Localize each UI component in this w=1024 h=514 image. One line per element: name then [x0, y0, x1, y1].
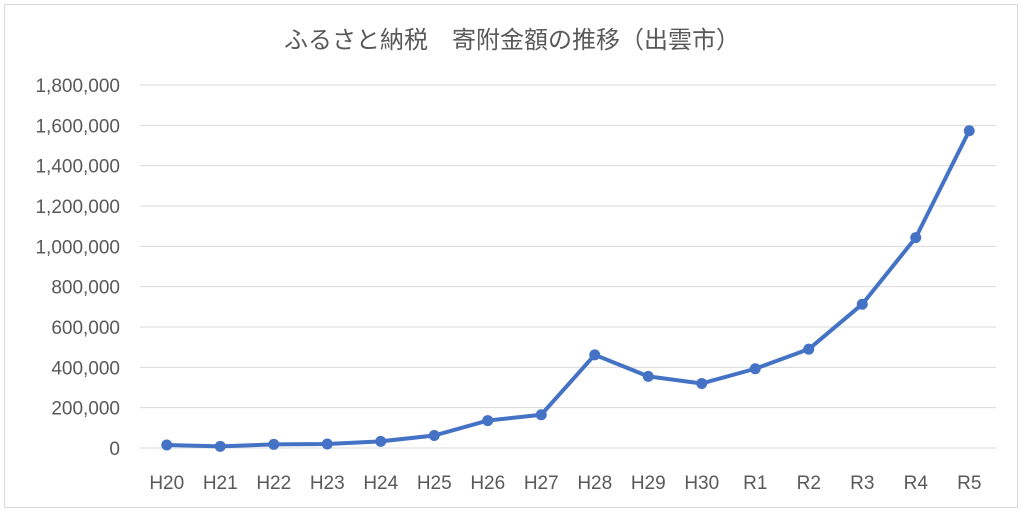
y-tick-label: 1,600,000: [35, 116, 120, 137]
y-tick-label: 200,000: [51, 399, 120, 420]
x-tick-label: H20: [149, 473, 184, 494]
x-tick-label: R3: [850, 473, 874, 494]
data-point: [161, 439, 173, 451]
data-point: [963, 125, 975, 137]
data-point: [214, 440, 226, 452]
data-point: [428, 429, 440, 441]
y-tick-label: 1,200,000: [35, 197, 120, 218]
data-point: [268, 438, 280, 450]
x-tick-label: H26: [470, 473, 505, 494]
data-point: [321, 438, 333, 450]
x-tick-label: H23: [310, 473, 345, 494]
x-tick-label: H28: [577, 473, 612, 494]
y-tick-label: 1,800,000: [35, 76, 120, 97]
data-point: [910, 232, 922, 244]
data-point: [589, 349, 601, 361]
x-tick-label: H22: [256, 473, 291, 494]
y-tick-label: 400,000: [51, 358, 120, 379]
y-tick-label: 0: [109, 439, 120, 460]
data-point: [856, 298, 868, 310]
x-tick-label: H27: [524, 473, 559, 494]
series-group: [161, 125, 975, 452]
x-tick-label: H30: [684, 473, 719, 494]
x-tick-label: R5: [957, 473, 981, 494]
x-tick-label: R4: [904, 473, 929, 494]
chart-frame: [4, 4, 1018, 508]
series-line: [164, 128, 972, 449]
data-point: [642, 370, 654, 382]
y-tick-label: 1,000,000: [35, 237, 120, 258]
x-tick-label: R2: [797, 473, 821, 494]
x-tick-label: H29: [631, 473, 666, 494]
gridlines: [140, 84, 996, 449]
data-point: [535, 409, 547, 421]
data-point: [749, 363, 761, 375]
x-tick-label: H21: [203, 473, 238, 494]
chart-title: ふるさと納税 寄附金額の推移（出雲市）: [284, 26, 740, 54]
data-point: [696, 377, 708, 389]
data-point: [803, 343, 815, 355]
data-point: [482, 415, 494, 427]
x-tick-label: R1: [743, 473, 767, 494]
y-tick-label: 600,000: [51, 318, 120, 339]
x-tick-label: H25: [417, 473, 452, 494]
y-tick-label: 1,400,000: [35, 157, 120, 178]
y-tick-label: 800,000: [51, 278, 120, 299]
x-tick-label: H24: [363, 473, 398, 494]
y-axis-tick-labels: 0 200,000 400,000 600,000 800,000 1,000,000 1,…: [35, 76, 120, 460]
data-point: [375, 435, 387, 447]
x-axis-tick-labels: H20 H21 H22 H23 H24 H25 H26 H27 H28 H29 H30 R1 R2 R3 R…: [149, 473, 981, 494]
